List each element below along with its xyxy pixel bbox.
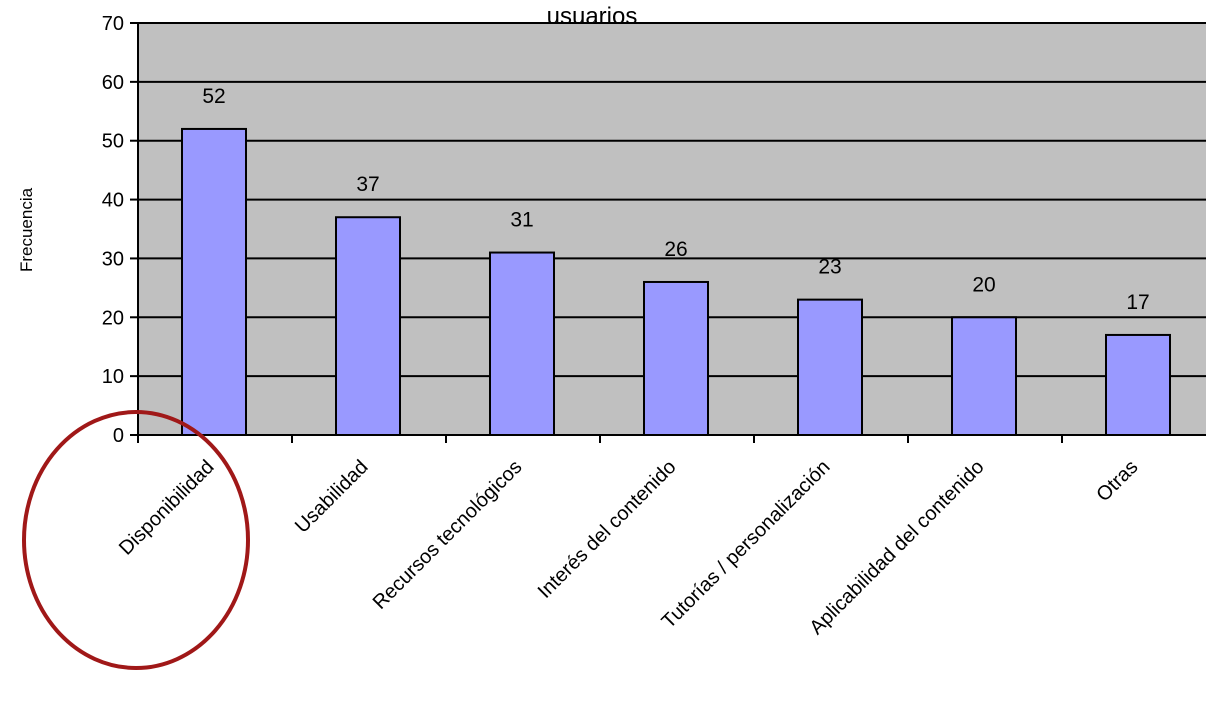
y-tick-label: 20 (102, 307, 124, 329)
bar (951, 316, 1017, 436)
y-tick-label: 70 (102, 13, 124, 35)
bar (489, 251, 555, 436)
y-axis-ticks: 0 10 20 30 40 50 60 70 (102, 13, 138, 447)
data-label: 17 (1126, 291, 1149, 314)
data-labels: 52 37 31 26 23 20 17 (202, 85, 1149, 314)
y-tick-label: 10 (102, 366, 124, 388)
chart-title: usuarios (547, 3, 638, 30)
data-label: 52 (202, 85, 225, 108)
y-axis-title: Frecuencia (17, 187, 36, 272)
y-tick-label: 60 (102, 72, 124, 94)
y-tick-label: 0 (113, 425, 124, 447)
category-label: Tutorías / personalización (658, 456, 835, 633)
category-label: Otras (1092, 456, 1142, 506)
data-label: 31 (510, 209, 533, 232)
highlight-circle (22, 410, 250, 670)
y-tick-label: 30 (102, 248, 124, 270)
data-label: 26 (664, 238, 687, 261)
category-label: Interés del contenido (534, 456, 681, 603)
bar (643, 280, 709, 436)
y-tick-label: 50 (102, 131, 124, 153)
data-label: 23 (818, 256, 841, 279)
data-label: 20 (972, 273, 995, 296)
bar (1105, 333, 1171, 437)
bar (797, 298, 863, 436)
y-tick-label: 40 (102, 190, 124, 212)
category-label: Usabilidad (291, 456, 373, 538)
category-label: Recursos tecnológicos (369, 456, 527, 614)
data-label: 37 (356, 173, 379, 196)
category-label: Aplicabilidad del contenido (806, 456, 989, 639)
category-label: Disponibilidad (115, 456, 219, 560)
x-axis-ticks (137, 435, 1063, 443)
bar (335, 216, 401, 436)
bar (181, 127, 247, 436)
